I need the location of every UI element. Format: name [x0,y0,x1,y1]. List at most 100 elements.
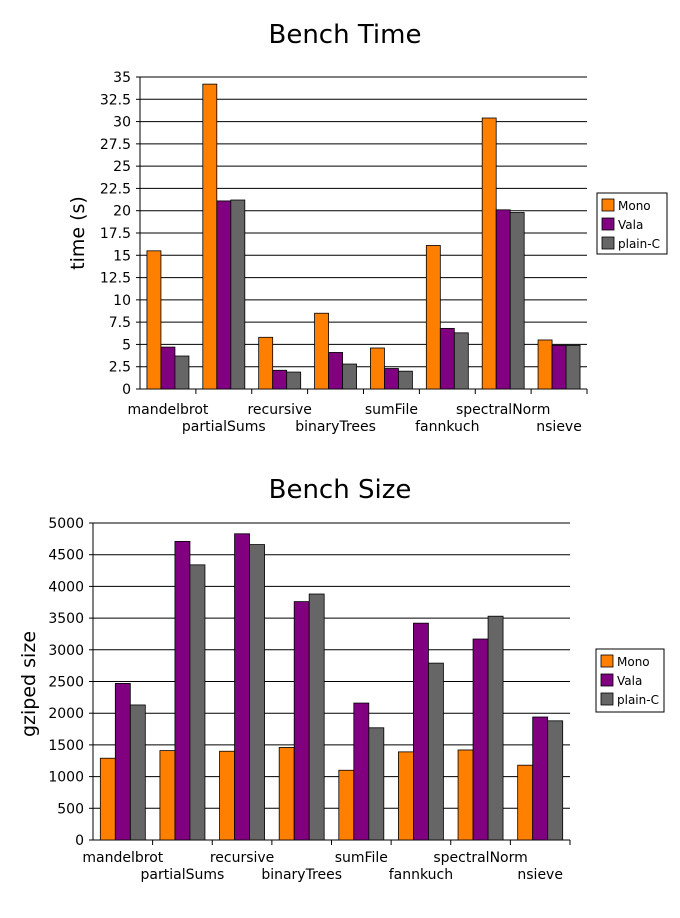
x-category-label: sumFile [335,850,388,866]
legend-label: Vala [617,674,642,688]
y-tick-label: 2000 [48,706,84,722]
bar-vala-binarytrees [293,601,310,841]
bar-vala-fannkuch [439,327,455,390]
bar-mono-sumfile [370,347,385,390]
bar-mono-partialsums [202,83,218,390]
bench-time-chart: Bench Time time (s) 0 2.5 5 7.5 10 12.5 15 17.5… [67,20,668,435]
bar-vala-mandelbrot [114,683,131,841]
bar-mono-nsieve [517,764,534,841]
bar-vala-partialsums [174,540,191,841]
legend-swatch-vala [601,217,615,231]
y-tick-label: 0 [75,833,84,849]
bar-plain-c-nsieve [547,720,564,841]
bar-plain-c-binarytrees [342,363,357,390]
x-category-label: sumFile [365,402,418,418]
bar-mono-recursive [219,750,235,841]
y-tick-label: 4000 [48,579,84,595]
bar-vala-recursive [272,369,288,390]
x-category-label: nsieve [536,419,582,435]
bar-vala-sumfile [384,368,399,390]
bar-plain-c-recursive [286,371,302,390]
bar-vala-nsieve [532,716,549,841]
bar-vala-mandelbrot [160,346,176,390]
y-tick-label: 17.5 [100,226,131,242]
bar-vala-spectralnorm [495,209,511,390]
y-tick-label: 32.5 [100,92,131,108]
legend-label: Mono [618,199,651,213]
bar-vala-recursive [234,533,250,841]
bar-mono-fannkuch [425,245,441,390]
y-tick-label: 5000 [48,516,84,532]
bar-plain-c-recursive [249,544,265,841]
x-category-label: fannkuch [415,419,479,435]
x-category-label: spectralNorm [456,402,550,418]
bar-mono-binarytrees [314,312,329,390]
x-category-label: binaryTrees [295,419,376,435]
bar-vala-sumfile [353,702,370,841]
x-category-label: partialSums [182,419,266,435]
y-tick-label: 20 [113,204,131,220]
chart-title: Bench Time [269,20,422,50]
x-category-label: binaryTrees [261,867,342,883]
y-axis-label: gziped size [18,631,40,737]
chart-title: Bench Size [269,475,412,505]
bar-plain-c-mandelbrot [129,704,146,841]
bar-mono-mandelbrot [99,757,116,841]
legend-swatch-mono [601,198,615,212]
y-tick-label: 35 [113,70,131,86]
bar-plain-c-binarytrees [308,593,325,841]
x-category-label: recursive [247,402,311,418]
bar-mono-spectralnorm [457,749,474,841]
y-tick-label: 0 [122,382,131,398]
y-tick-label: 22.5 [100,181,131,197]
legend-swatch-vala [600,673,614,687]
y-tick-label: 15 [113,248,131,264]
bar-vala-spectralnorm [472,638,489,841]
y-tick-label: 1000 [48,770,84,786]
y-tick-label: 10 [113,293,131,309]
legend-swatch-plain-c [601,236,615,250]
x-category-label: spectralNorm [433,850,527,866]
bar-plain-c-fannkuch [428,662,444,841]
y-tick-label: 30 [113,115,131,131]
bar-plain-c-nsieve [565,344,581,390]
x-category-label: recursive [210,850,274,866]
bar-mono-sumfile [338,769,355,841]
bar-plain-c-partialsums [189,564,206,841]
legend-swatch-mono [600,654,614,668]
y-tick-label: 2500 [48,675,84,691]
bar-vala-fannkuch [413,622,429,841]
y-tick-label: 12.5 [100,271,131,287]
x-category-label: partialSums [141,867,225,883]
bar-vala-partialsums [216,200,232,390]
y-tick-label: 27.5 [100,137,131,153]
bar-plain-c-mandelbrot [174,355,190,390]
legend-label: plain-C [617,693,659,707]
y-tick-label: 3000 [48,643,84,659]
legend-label: Mono [617,655,650,669]
bar-mono-fannkuch [398,751,414,841]
y-tick-label: 3500 [48,611,84,627]
bar-vala-nsieve [551,344,567,390]
y-tick-label: 2.5 [109,360,131,376]
y-tick-label: 4500 [48,548,84,564]
x-category-label: fannkuch [389,867,453,883]
bar-plain-c-fannkuch [453,332,469,390]
y-tick-label: 7.5 [109,315,131,331]
y-axis-label: time (s) [67,196,89,270]
bar-mono-partialsums [159,750,176,841]
x-category-label: mandelbrot [128,402,209,418]
bar-plain-c-partialsums [230,199,246,390]
y-tick-label: 5 [122,337,131,353]
legend-label: Vala [618,218,643,232]
bar-plain-c-spectralnorm [487,615,504,841]
bar-vala-binarytrees [328,352,343,390]
bar-mono-recursive [258,336,274,390]
bar-plain-c-spectralnorm [509,212,525,390]
y-tick-label: 25 [113,159,131,175]
x-category-label: mandelbrot [82,850,163,866]
y-tick-label: 500 [57,801,84,817]
bar-mono-nsieve [537,339,553,390]
bar-mono-binarytrees [278,747,295,841]
